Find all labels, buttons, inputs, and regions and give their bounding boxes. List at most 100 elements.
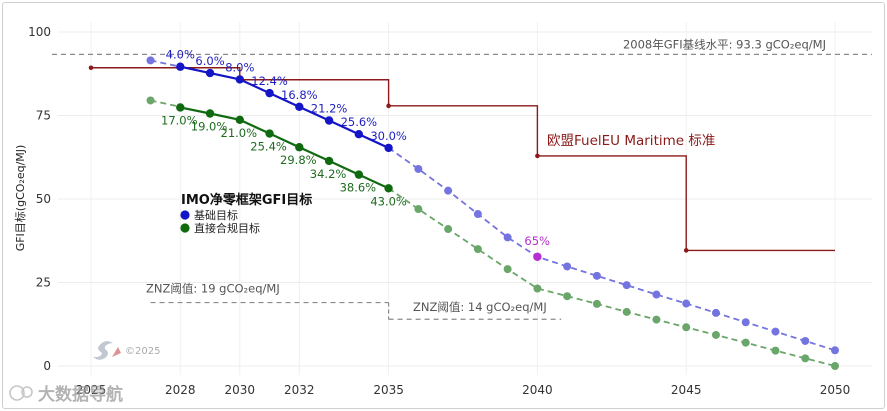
- x-tick-label: 2032: [284, 383, 315, 397]
- direct-reduction-label: 29.8%: [280, 153, 317, 167]
- base-extrapolation-point: [652, 290, 661, 299]
- eu-fueleu-point: [683, 248, 689, 253]
- direct-extrapolation-point: [563, 292, 572, 301]
- legend-marker-direct: [180, 223, 190, 233]
- base-extrapolation-point: [771, 327, 780, 336]
- base-target-point: [324, 116, 334, 125]
- direct-extrapolation-point: [622, 307, 631, 316]
- direct-extrapolation-point: [146, 96, 155, 105]
- eu-fueleu-point: [386, 103, 391, 109]
- y-tick-label: 100: [28, 25, 51, 39]
- base-reduction-label: 30.0%: [370, 129, 407, 143]
- direct-reduction-label: 19.0%: [191, 119, 228, 133]
- series-layer: [91, 59, 836, 367]
- base-extrapolation-point: [801, 336, 810, 345]
- baseline-2008-label: 2008年GFI基线水平: 93.3 gCO₂eq/MJ: [623, 37, 826, 51]
- legend-item-direct: 直接合规目标: [194, 221, 260, 235]
- znz-threshold-14-label: ZNZ阈值: 14 gCO₂eq/MJ: [413, 300, 547, 314]
- base-extrapolation-point: [414, 164, 423, 173]
- y-tick-label: 0: [43, 359, 51, 373]
- highlight-2040-point: [533, 252, 542, 261]
- watermark-text: 大数据导航: [38, 384, 123, 405]
- direct-extrapolation-point: [711, 330, 720, 339]
- base-extrapolation-point: [563, 262, 572, 271]
- direct-reduction-label: 38.6%: [340, 181, 377, 195]
- legend-title: IMO净零框架GFI目标: [181, 192, 312, 208]
- direct-extrapolation-point: [652, 315, 661, 324]
- y-tick-label: 50: [36, 192, 51, 206]
- direct-extrapolation-point: [444, 225, 453, 234]
- direct-target-point: [354, 170, 364, 179]
- y-tick-label: 75: [36, 109, 51, 123]
- base-reduction-label: 6.0%: [195, 54, 224, 68]
- eu-fueleu-point: [535, 153, 540, 159]
- direct-extrapolation-point: [682, 323, 691, 332]
- base-target-point: [265, 88, 274, 98]
- base-extrapolation-point: [711, 308, 720, 317]
- points-layer: [88, 56, 839, 370]
- direct-extrapolation-point: [414, 205, 423, 214]
- copyright: ©2025: [125, 346, 160, 357]
- direct-target-point: [205, 109, 215, 118]
- base-reduction-label: 8.0%: [225, 60, 254, 74]
- base-extrapolation-point: [741, 318, 750, 327]
- direct-extrapolation-point: [503, 265, 512, 274]
- highlight-2040-label: 65%: [524, 234, 550, 248]
- base-extrapolation-head: [150, 59, 181, 68]
- direct-reduction-label: 21.0%: [221, 126, 258, 140]
- eu-fueleu-label: 欧盟FuelEU Maritime 标准: [547, 133, 715, 149]
- base-extrapolation-point: [831, 346, 839, 355]
- watermark-icon: [9, 385, 33, 401]
- eu-fueleu-step-line: [91, 67, 835, 252]
- y-axis-label: GFI目标(gCO₂eq/MJ): [13, 145, 27, 252]
- y-tick-label: 25: [36, 276, 51, 290]
- base-target-point: [295, 102, 304, 112]
- x-tick-label: 2040: [522, 383, 553, 397]
- direct-extrapolation-point: [741, 338, 750, 347]
- base-reduction-label: 21.2%: [311, 102, 348, 116]
- direct-extrapolation-point: [533, 284, 542, 293]
- x-tick-label: 2045: [671, 383, 702, 397]
- direct-extrapolation-line: [388, 187, 836, 367]
- base-extrapolation-point: [622, 281, 631, 290]
- base-extrapolation-point: [682, 299, 691, 308]
- direct-reduction-label: 34.2%: [310, 167, 347, 181]
- direct-extrapolation-point: [771, 346, 780, 355]
- logo-watermark: [93, 341, 121, 360]
- direct-extrapolation-point: [801, 354, 810, 363]
- base-reduction-label: 25.6%: [341, 115, 378, 129]
- reference-lines: 2008年GFI基线水平: 93.3 gCO₂eq/MJ ZNZ阈值: 19 gC…: [52, 37, 872, 320]
- base-extrapolation-line: [388, 147, 836, 352]
- direct-reduction-label: 43.0%: [370, 194, 407, 208]
- base-target-point: [384, 143, 393, 153]
- direct-extrapolation-point: [592, 299, 601, 308]
- base-target-line: [180, 65, 390, 149]
- direct-reduction-label: 25.4%: [250, 140, 287, 154]
- labels-layer: 4.0% 6.0% 8.0%12.4%16.8%21.2%25.6%30.0% 17.…: [161, 48, 550, 248]
- direct-extrapolation-point: [831, 362, 839, 370]
- x-tick-label: 2030: [225, 383, 256, 397]
- x-tick-label: 2025: [76, 383, 107, 397]
- eu-fueleu-point: [88, 65, 94, 71]
- direct-target-point: [324, 156, 334, 166]
- znz-threshold-19-label: ZNZ阈值: 19 gCO₂eq/MJ: [146, 282, 280, 296]
- base-extrapolation-point: [503, 233, 512, 242]
- base-extrapolation-point: [592, 271, 601, 280]
- base-reduction-label: 4.0%: [166, 48, 195, 62]
- direct-target-point: [176, 103, 185, 112]
- x-tick-label: 2035: [373, 383, 404, 397]
- legend-item-base: 基础目标: [194, 208, 238, 222]
- direct-target-point: [295, 143, 304, 152]
- x-tick-label: 2050: [820, 383, 851, 397]
- base-extrapolation-point: [146, 56, 155, 65]
- direct-target-line: [180, 106, 390, 190]
- x-tick-label: 2028: [165, 383, 196, 397]
- direct-reduction-label: 17.0%: [161, 113, 198, 127]
- base-reduction-label: 12.4%: [251, 74, 288, 88]
- base-reduction-label: 16.8%: [281, 88, 318, 102]
- direct-target-point: [384, 184, 393, 193]
- direct-target-point: [265, 129, 274, 138]
- direct-extrapolation-head: [150, 99, 181, 108]
